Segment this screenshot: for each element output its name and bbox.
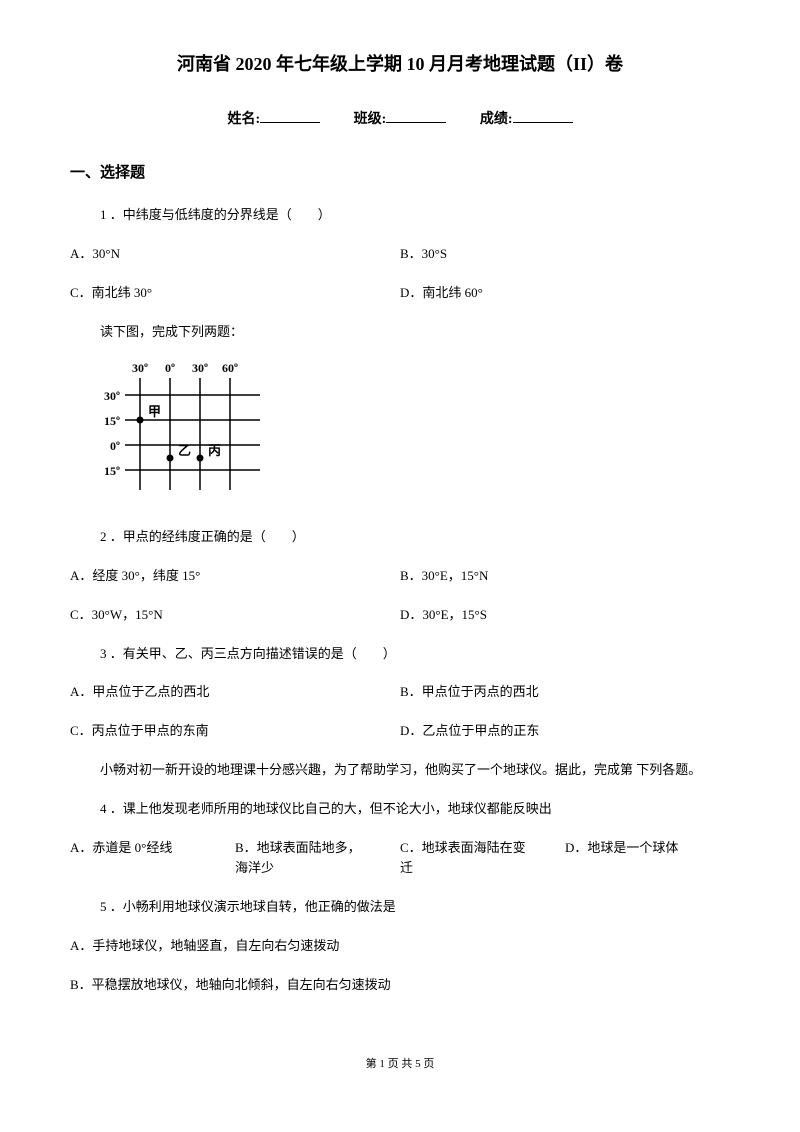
class-blank xyxy=(386,122,446,123)
q1-option-c: C．南北纬 30° xyxy=(70,283,400,304)
q4-option-c-line1: C．地球表面海陆在变 xyxy=(400,840,526,855)
q5-option-b: B．平稳摆放地球仪，地轴向北倾斜，自左向右匀速拨动 xyxy=(70,975,730,996)
question-1-options-row1: A．30°N B．30°S xyxy=(70,244,730,265)
q3-option-c: C．丙点位于甲点的东南 xyxy=(70,721,400,742)
page-title: 河南省 2020 年七年级上学期 10 月月考地理试题（II）卷 xyxy=(70,50,730,79)
q2-option-a: A．经度 30°，纬度 15° xyxy=(70,566,400,587)
question-2-text: 2 ．甲点的经纬度正确的是（ ） xyxy=(100,527,730,548)
name-label: 姓名: xyxy=(227,112,260,127)
q3-option-a: A．甲点位于乙点的西北 xyxy=(70,682,400,703)
grid-label-top-3: 30º xyxy=(192,361,208,375)
grid-label-top-2: 0º xyxy=(165,361,175,375)
student-info-line: 姓名: 班级: 成绩: xyxy=(70,109,730,131)
q4-option-b-line1: B．地球表面陆地多， xyxy=(235,840,361,855)
q4-option-b-line2: 海洋少 xyxy=(235,860,274,875)
page-footer: 第 1 页 共 5 页 xyxy=(70,1056,730,1074)
q1-option-b: B．30°S xyxy=(400,244,730,265)
question-3-options-row1: A．甲点位于乙点的西北 B．甲点位于丙点的西北 xyxy=(70,682,730,703)
q3-option-d: D．乙点位于甲点的正东 xyxy=(400,721,730,742)
grid-label-left-2: 15º xyxy=(104,414,120,428)
name-blank xyxy=(260,122,320,123)
grid-label-top-1: 30º xyxy=(132,361,148,375)
intro-2: 读下图，完成下列两题： xyxy=(100,322,730,343)
question-4-text: 4 ．课上他发现老师所用的地球仪比自己的大，但不论大小，地球仪都能反映出 xyxy=(100,799,730,820)
point-yi-label: 乙 xyxy=(178,443,191,458)
question-1-text: 1 ．中纬度与低纬度的分界线是（ ） xyxy=(100,205,730,226)
q1-option-a: A．30°N xyxy=(70,244,400,265)
grid-label-left-3: 0º xyxy=(110,439,120,453)
score-blank xyxy=(513,122,573,123)
point-jia-label: 甲 xyxy=(148,404,161,419)
q4-option-d: D．地球是一个球体 xyxy=(565,838,730,859)
point-bing-label: 丙 xyxy=(208,443,221,458)
question-3-options-row2: C．丙点位于甲点的东南 D．乙点位于甲点的正东 xyxy=(70,721,730,742)
q2-option-b: B．30°E，15°N xyxy=(400,566,730,587)
q3-option-b: B．甲点位于丙点的西北 xyxy=(400,682,730,703)
q4-option-c: C．地球表面海陆在变 迁 xyxy=(400,838,565,880)
q2-option-c: C．30°W，15°N xyxy=(70,605,400,626)
question-3-text: 3 ．有关甲、乙、丙三点方向描述错误的是（ ） xyxy=(100,644,730,665)
q5-option-a: A．手持地球仪，地轴竖直，自左向右匀速拨动 xyxy=(70,936,730,957)
latitude-longitude-grid-diagram: 30º 0º 30º 60º 30º 15º 0º 15º 甲 乙 丙 xyxy=(100,360,730,507)
grid-label-left-1: 30º xyxy=(104,389,120,403)
class-label: 班级: xyxy=(354,112,387,127)
section-title: 一、选择题 xyxy=(70,161,730,185)
q4-option-b: B．地球表面陆地多， 海洋少 xyxy=(235,838,400,880)
q4-option-c-line2: 迁 xyxy=(400,860,413,875)
grid-label-left-4: 15º xyxy=(104,464,120,478)
q2-option-d: D．30°E，15°S xyxy=(400,605,730,626)
question-4-options: A．赤道是 0°经线 B．地球表面陆地多， 海洋少 C．地球表面海陆在变 迁 D… xyxy=(70,838,730,880)
score-label: 成绩: xyxy=(480,112,513,127)
intro-4: 小畅对初一新开设的地理课十分感兴趣，为了帮助学习，他购买了一个地球仪。据此，完成… xyxy=(100,760,730,781)
question-2-options-row1: A．经度 30°，纬度 15° B．30°E，15°N xyxy=(70,566,730,587)
question-2-options-row2: C．30°W，15°N D．30°E，15°S xyxy=(70,605,730,626)
question-5-text: 5 ．小畅利用地球仪演示地球自转，他正确的做法是 xyxy=(100,897,730,918)
point-jia-marker xyxy=(137,417,144,424)
point-bing-marker xyxy=(197,455,204,462)
point-yi-marker xyxy=(167,455,174,462)
question-1-options-row2: C．南北纬 30° D．南北纬 60° xyxy=(70,283,730,304)
q1-option-d: D．南北纬 60° xyxy=(400,283,730,304)
grid-label-top-4: 60º xyxy=(222,361,238,375)
q4-option-a: A．赤道是 0°经线 xyxy=(70,838,235,859)
